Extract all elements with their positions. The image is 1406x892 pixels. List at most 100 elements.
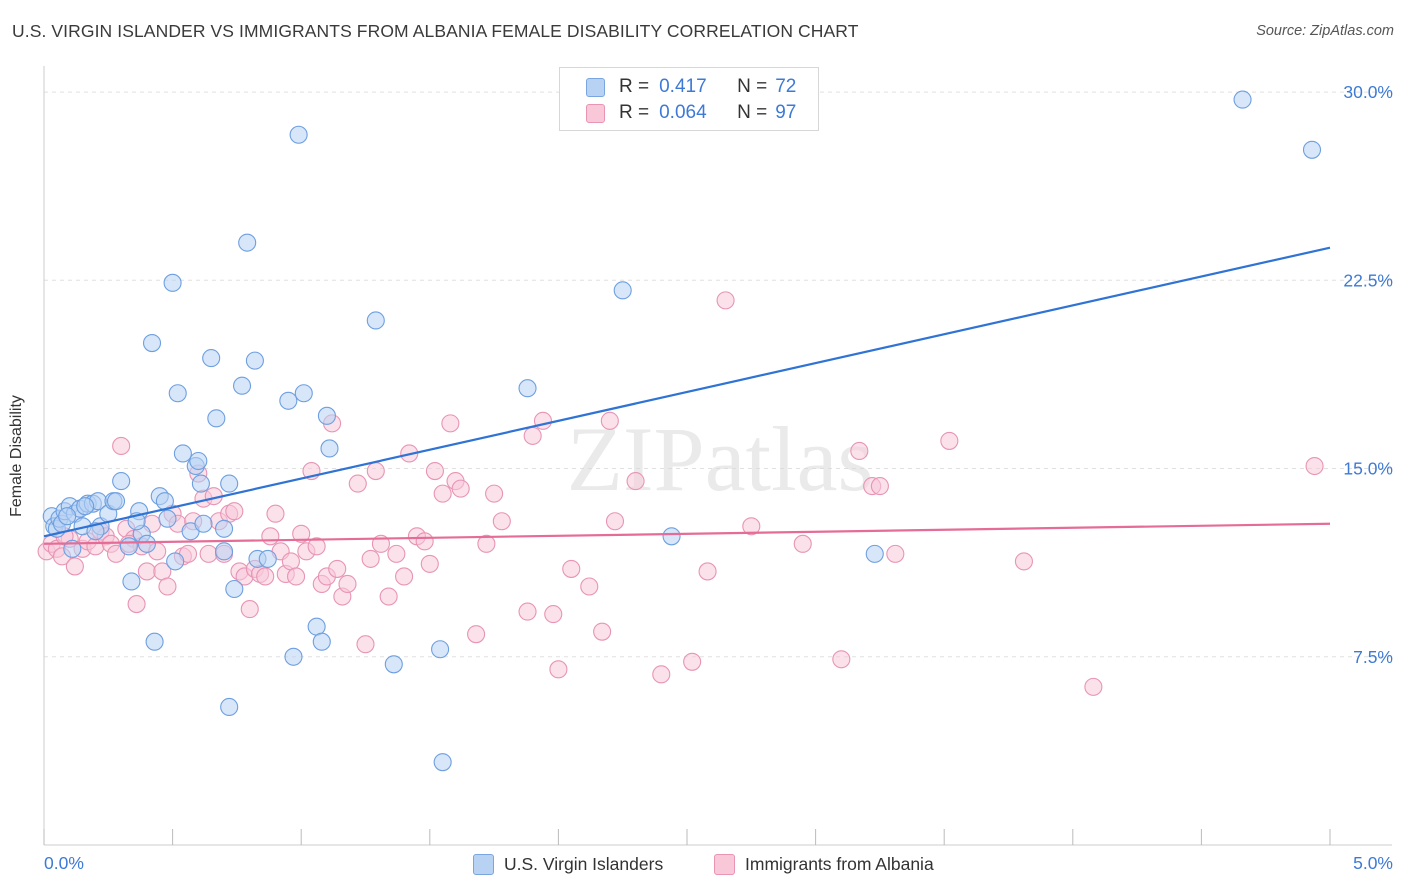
albania-point — [533, 411, 553, 430]
albania-trend-line — [43, 522, 1331, 545]
albania-point — [361, 549, 380, 568]
albania-point — [1014, 552, 1033, 571]
virgin-islanders-point — [158, 509, 177, 528]
bottom-legend-virgin-islanders: U.S. Virgin Islanders — [473, 851, 663, 877]
virgin-islanders-point — [366, 311, 385, 330]
albania-point — [544, 605, 563, 624]
virgin-islanders-point — [220, 474, 239, 493]
albania-point — [65, 557, 84, 576]
virgin-islanders-point — [166, 552, 185, 571]
legend-n-label: N = — [737, 76, 768, 97]
albania-point — [683, 652, 702, 671]
virgin-islanders-point — [232, 376, 252, 395]
virgin-islanders-point — [384, 655, 403, 674]
virgin-islanders-point — [279, 391, 298, 410]
albania-point — [940, 431, 959, 450]
virgin-islanders-point — [58, 507, 77, 526]
virgin-islanders-point — [613, 281, 632, 300]
virgin-islanders-point — [220, 697, 239, 717]
albania-point — [199, 544, 218, 563]
albania-point — [1305, 456, 1324, 476]
y-axis-label: Female Disability — [8, 395, 25, 517]
albania-point — [549, 660, 568, 679]
albania-point — [395, 567, 414, 586]
y-tick-label: 15.0% — [1343, 459, 1393, 479]
albania-point — [600, 411, 619, 430]
virgin-islanders-point — [214, 542, 234, 561]
albania-point — [387, 544, 406, 563]
virgin-islanders-point — [1302, 140, 1322, 159]
albania-point — [1084, 677, 1103, 696]
bottom-legend-swatch-blue — [473, 853, 494, 875]
virgin-islanders-point — [238, 233, 257, 252]
albania-point — [441, 414, 460, 433]
virgin-islanders-point — [86, 522, 105, 541]
virgin-islanders-point — [207, 409, 226, 428]
legend-n-label: N = — [737, 102, 768, 123]
albania-point — [626, 472, 645, 491]
legend-r-value: 0.417 — [659, 76, 707, 97]
albania-point — [433, 484, 452, 503]
albania-point — [492, 512, 511, 531]
virgin-islanders-point — [173, 444, 192, 463]
albania-point — [793, 534, 812, 553]
virgin-islanders-point — [431, 640, 450, 659]
albania-point — [415, 532, 434, 551]
albania-point — [266, 504, 285, 523]
virgin-islanders-point — [189, 451, 208, 471]
virgin-islanders-point — [518, 379, 537, 398]
albania-point — [261, 527, 280, 546]
albania-point — [425, 461, 444, 481]
albania-point — [886, 544, 905, 563]
albania-point — [562, 559, 581, 578]
albania-point — [287, 567, 306, 586]
y-tick-label: 22.5% — [1343, 270, 1393, 290]
albania-point — [137, 562, 156, 581]
virgin-islanders-point — [142, 334, 162, 353]
albania-point — [112, 436, 131, 456]
virgin-islanders-point — [112, 472, 131, 491]
virgin-islanders-point — [122, 572, 141, 591]
legend-swatch-blue — [586, 77, 605, 97]
albania-point — [467, 625, 486, 644]
legend-n-value: 72 — [775, 76, 797, 97]
albania-point — [366, 461, 385, 481]
virgin-islanders-point — [662, 527, 681, 546]
albania-point — [307, 537, 326, 556]
source-label: Source: ZipAtlas.com — [1256, 23, 1394, 39]
albania-point — [605, 512, 625, 531]
albania-point — [832, 650, 851, 669]
virgin-islanders-point — [168, 384, 187, 403]
virgin-islanders-trend-line — [43, 246, 1331, 538]
series-virgin-islanders-points — [42, 90, 1322, 772]
albania-point — [652, 665, 671, 684]
axes — [43, 66, 1392, 846]
virgin-islanders-point — [63, 539, 82, 558]
x-tick-label: 5.0% — [1353, 853, 1393, 873]
virgin-islanders-point — [289, 125, 308, 144]
albania-point — [451, 479, 470, 498]
albania-point — [225, 502, 244, 521]
virgin-islanders-point — [865, 544, 884, 563]
albania-point — [698, 562, 717, 581]
virgin-islanders-point — [106, 492, 126, 511]
albania-point — [379, 587, 398, 606]
bottom-legend-label: U.S. Virgin Islanders — [504, 853, 664, 874]
legend-row-albania: R = 0.064 N = 97 — [586, 101, 796, 125]
virgin-islanders-point — [225, 579, 244, 599]
legend-n-value: 97 — [775, 102, 797, 123]
virgin-islanders-point — [76, 497, 95, 516]
albania-point — [485, 484, 504, 503]
bottom-legend-albania: Immigrants from Albania — [714, 851, 934, 877]
bottom-legend-swatch-pink — [714, 853, 735, 875]
y-tick-label: 30.0% — [1343, 82, 1393, 102]
virgin-islanders-point — [137, 534, 156, 553]
virgin-islanders-point — [194, 514, 213, 533]
chart-title: U.S. VIRGIN ISLANDER VS IMMIGRANTS FROM … — [12, 21, 859, 41]
virgin-islanders-point — [163, 273, 182, 292]
albania-point — [348, 474, 367, 493]
albania-point — [420, 554, 439, 573]
legend-r-value: 0.064 — [659, 102, 707, 123]
virgin-islanders-point — [294, 384, 313, 403]
